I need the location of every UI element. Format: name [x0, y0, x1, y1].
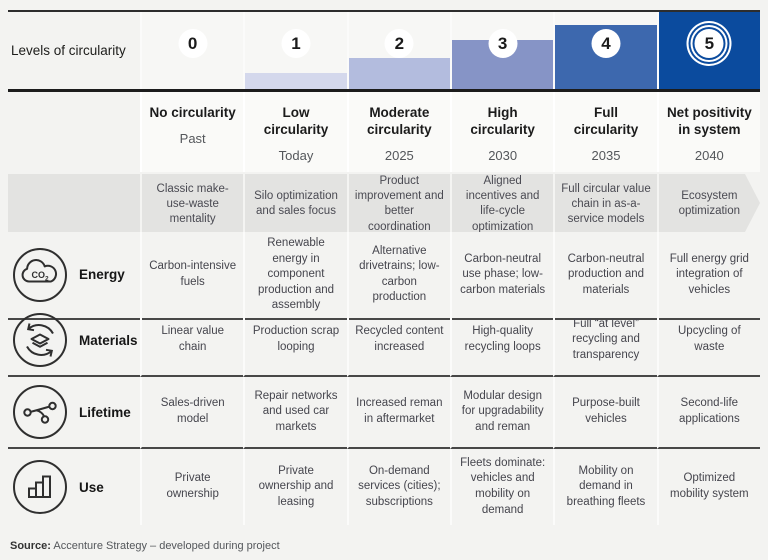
column-title: Low circularity — [263, 105, 329, 137]
table-cell: Fleets dominate: vehicles and mobility o… — [450, 449, 553, 525]
level-bar — [348, 58, 450, 89]
column-title: Moderate circularity — [367, 105, 432, 137]
table-cell: Carbon-neutral production and materials — [553, 232, 657, 320]
maturity-band: Classic make-use-waste mentality Silo op… — [8, 174, 760, 232]
table-cell: Renewable energy in component production… — [243, 232, 347, 320]
source-note: Source: Accenture Strategy – developed d… — [8, 540, 760, 552]
column-period: Today — [278, 147, 314, 163]
bar-chart-icon — [12, 459, 68, 515]
table-cell: Carbon-intensive fuels — [140, 232, 244, 320]
table-cell: Repair networks and used car markets — [243, 377, 347, 449]
row-header-use: Use — [8, 449, 140, 525]
table-cell: Optimized mobility system — [656, 449, 760, 525]
column-titles-row: No circularity Past Low circularity Toda… — [8, 92, 760, 172]
band-cell: Aligned incentives and life-cycle optimi… — [450, 174, 553, 235]
levels-label: Levels of circularity — [11, 43, 126, 58]
level-cell-0: 0 — [140, 12, 244, 89]
level-number-badge: 3 — [488, 29, 518, 58]
row-header-materials: Materials — [8, 305, 140, 377]
row-header-lifetime: Lifetime — [8, 377, 140, 449]
column-title-cell: No circularity Past — [140, 92, 244, 172]
column-period: Past — [179, 130, 206, 146]
spacer-cell — [8, 174, 140, 235]
top-rule — [8, 10, 760, 12]
table-cell: Private ownership and leasing — [243, 449, 346, 525]
table-cell: Private ownership — [140, 449, 243, 525]
spacer-cell — [8, 92, 140, 172]
column-title: No circularity — [149, 105, 236, 120]
header-rule — [8, 89, 760, 92]
row-label: Energy — [79, 267, 125, 283]
level-cell-2: 2 — [346, 12, 450, 89]
table-cell: Carbon-neutral use phase; low-carbon mat… — [450, 232, 554, 320]
level-number-badge: 2 — [384, 29, 414, 58]
level-cell-3: 3 — [450, 12, 554, 89]
table-cell: Production scrap looping — [243, 305, 347, 377]
column-title-cell: Net positivity in system 2040 — [656, 92, 760, 172]
co2-cloud-icon: CO2 — [12, 247, 68, 303]
column-title: High circularity — [470, 105, 535, 137]
column-period: 2030 — [488, 147, 518, 163]
table-cell: Full “at level” recycling and transparen… — [553, 305, 657, 377]
band-cell: Product improvement and better coordinat… — [347, 174, 450, 235]
table-cell: Modular design for upgradability and rem… — [450, 377, 554, 449]
branch-nodes-icon — [12, 384, 68, 440]
levels-header-row: Levels of circularity 0 1 2 3 4 5 — [8, 12, 760, 89]
table-cell: Increased reman in aftermarket — [346, 377, 450, 449]
row-label: Materials — [79, 332, 138, 348]
level-number-badge: 1 — [281, 29, 311, 58]
level-target-badge: 5 — [694, 29, 724, 58]
row-energy: CO2 Energy Carbon-intensive fuels Renewa… — [8, 232, 760, 320]
band-cell: Silo optimization and sales focus — [243, 174, 346, 235]
column-title: Net positivity in system — [666, 105, 752, 137]
row-materials: Materials Linear value chain Production … — [8, 305, 760, 377]
column-period: 2035 — [591, 147, 621, 163]
column-title-cell: Moderate circularity 2025 — [346, 92, 450, 172]
table-cell: Full energy grid integration of vehicles — [656, 232, 760, 320]
table-cell: Alternative drivetrains; low-carbon prod… — [346, 232, 450, 320]
row-label: Lifetime — [79, 404, 131, 420]
level-number-badge: 4 — [591, 29, 621, 58]
table-cell: Mobility on demand in breathing fleets — [553, 449, 656, 525]
table-cell: Linear value chain — [140, 305, 244, 377]
band-cell: Classic make-use-waste mentality — [140, 174, 243, 235]
table-cell: On-demand services (cities); subscriptio… — [346, 449, 450, 525]
column-title-cell: High circularity 2030 — [450, 92, 554, 172]
level-number-badge: 0 — [178, 29, 208, 58]
source-label: Source: — [10, 540, 51, 552]
column-title: Full circularity — [573, 105, 639, 137]
table-cell: Purpose-built vehicles — [553, 377, 657, 449]
column-title-cell: Full circularity 2035 — [553, 92, 657, 172]
table-cell: High-quality recycling loops — [450, 305, 554, 377]
table-cell: Recycled content increased — [346, 305, 450, 377]
band-cell: Full circular value chain in as-a-servic… — [553, 174, 656, 235]
recycle-layers-icon — [12, 312, 68, 368]
band-cell: Ecosystem optimization — [657, 174, 760, 235]
column-title-cell: Low circularity Today — [243, 92, 347, 172]
table-cell: Upcycling of waste — [656, 305, 760, 377]
row-use: Use Private ownership Private ownership … — [8, 449, 760, 525]
table-cell: Sales-driven model — [140, 377, 244, 449]
level-cell-1: 1 — [243, 12, 347, 89]
column-period: 2040 — [694, 147, 724, 163]
table-cell: Second-life applications — [656, 377, 760, 449]
level-cell-5: 5 — [656, 12, 760, 89]
level-bar — [245, 73, 347, 89]
row-lifetime: Lifetime Sales-driven model Repair netwo… — [8, 377, 760, 449]
row-label: Use — [79, 479, 104, 495]
svg-text:CO2: CO2 — [32, 270, 50, 283]
row-header-energy: CO2 Energy — [8, 232, 140, 320]
column-period: 2025 — [384, 147, 414, 163]
source-text: Accenture Strategy – developed during pr… — [50, 540, 280, 552]
level-cell-4: 4 — [553, 12, 657, 89]
